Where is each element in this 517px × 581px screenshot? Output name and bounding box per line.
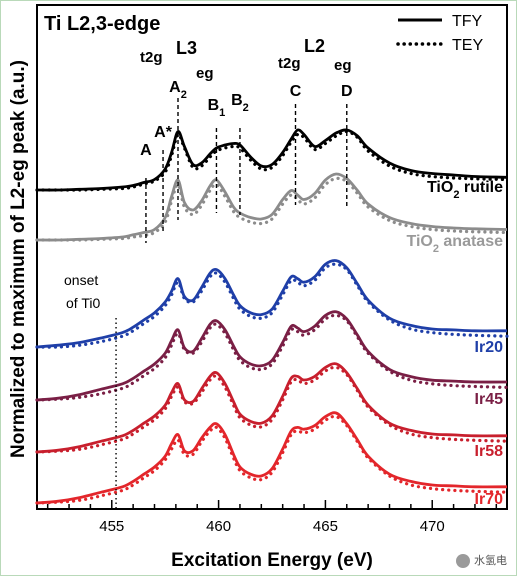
series-tio2-anatase-tfy-line xyxy=(36,172,508,242)
x-tick-label: 460 xyxy=(206,518,231,535)
x-tick-label: 455 xyxy=(99,518,124,535)
annotation-l3: L3 xyxy=(176,38,197,58)
series-ir20-tey-line xyxy=(35,262,509,349)
series-label-ir58: Ir58 xyxy=(475,443,504,460)
refline-label-d: D xyxy=(341,83,353,100)
series-label-ir20: Ir20 xyxy=(475,339,504,356)
legend-tey-label: TEY xyxy=(452,37,483,54)
x-axis-ticks: 455 460 465 470 xyxy=(46,500,498,535)
chart-title: Ti L2,3-edge xyxy=(44,13,160,35)
annotation-t2g-left: t2g xyxy=(140,49,163,66)
curves-layer xyxy=(35,128,509,505)
plot-frame xyxy=(36,4,508,510)
y-axis-label: Normalized to maximum of L2-eg peak (a.u… xyxy=(8,60,29,458)
series-tio2-rutile-tey-line xyxy=(35,129,509,192)
annotation-eg-right: eg xyxy=(334,57,352,74)
onset-annotation: onset of Ti0 xyxy=(64,272,100,311)
onset-label-line2: of Ti0 xyxy=(66,295,100,311)
watermark: 水氢电 xyxy=(456,552,507,568)
series-label-tio2-anatase: TiO2 anatase xyxy=(406,233,503,255)
refline-label-b2: B2 xyxy=(231,92,249,114)
legend: TFY TEY xyxy=(396,13,483,54)
annotation-eg-left: eg xyxy=(196,65,214,82)
refline-label-b1: B1 xyxy=(208,97,226,119)
series-ir45-tfy-line xyxy=(36,310,508,402)
series-label-ir45: Ir45 xyxy=(475,391,504,408)
watermark-text: 水氢电 xyxy=(474,554,507,567)
series-ir20-tfy-line xyxy=(36,259,508,349)
annotation-t2g-right: t2g xyxy=(278,55,301,72)
series-labels: TiO2 rutile TiO2 anatase Ir20 Ir45 Ir58 Ir70 xyxy=(406,179,503,508)
x-tick-label: 470 xyxy=(420,518,445,535)
watermark-icon xyxy=(456,554,470,568)
refline-label-a2: A2 xyxy=(169,79,187,101)
series-tio2-rutile-tfy-line xyxy=(36,128,508,192)
x-tick-label: 465 xyxy=(313,518,338,535)
legend-tfy-label: TFY xyxy=(452,13,483,30)
series-ir58-tfy-line xyxy=(36,362,508,454)
onset-label-line1: onset xyxy=(64,272,98,288)
refline-label-a: A xyxy=(140,142,152,159)
annotation-l2: L2 xyxy=(304,36,325,56)
series-label-ir70: Ir70 xyxy=(475,491,504,508)
peak-annotations: t2g L3 eg L2 t2g eg xyxy=(140,36,352,82)
x-axis-label: Excitation Energy (eV) xyxy=(171,550,373,571)
series-ir70-tfy-line xyxy=(36,411,508,505)
series-label-tio2-rutile: TiO2 rutile xyxy=(427,179,503,201)
refline-label-astar: A* xyxy=(154,124,173,141)
refline-label-c: C xyxy=(290,83,302,100)
